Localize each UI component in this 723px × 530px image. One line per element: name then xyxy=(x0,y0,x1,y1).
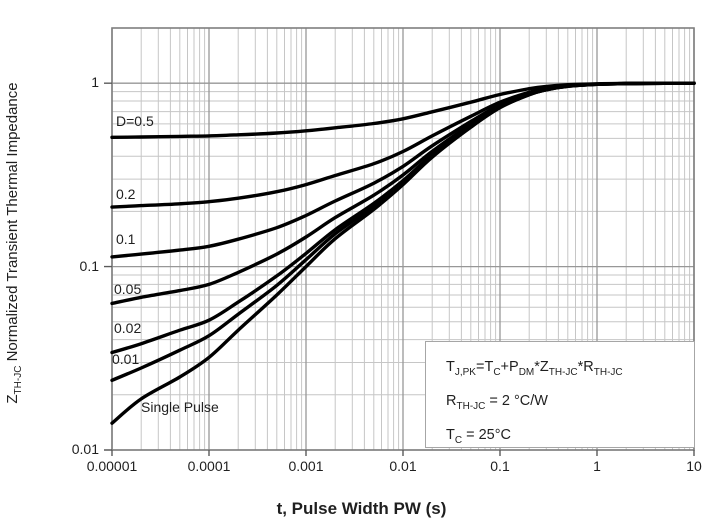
y-tick-label-0.1: 0.1 xyxy=(79,257,99,274)
subscript-text: C xyxy=(454,435,463,446)
x-tick-label-0.1: 0.1 xyxy=(490,458,510,474)
x-tick-label-10: 10 xyxy=(686,458,702,474)
subscript-text: TH-JC xyxy=(13,365,24,395)
curve-label-d-0.5: D=0.5 xyxy=(116,113,154,129)
subscript-text: TH-JC xyxy=(548,367,578,378)
text-run: =T xyxy=(475,359,494,375)
text-run: R xyxy=(446,393,457,409)
text-run: T xyxy=(446,359,455,375)
subscript-text: DM xyxy=(518,367,535,378)
y-axis-title: ZTH-JC Normalized Transient Thermal Impe… xyxy=(4,6,24,480)
text-run: = 25°C xyxy=(462,427,512,443)
subscript-text: TH-JC xyxy=(593,367,623,378)
curve-label-0.05: 0.05 xyxy=(114,281,142,297)
y-tick-label-1: 1 xyxy=(91,74,99,91)
text-run: Normalized Transient Thermal Impedance xyxy=(4,82,21,366)
curve-label-single-pulse: Single Pulse xyxy=(141,399,219,415)
text-run: *R xyxy=(577,359,594,375)
x-tick-label-0.0001: 0.0001 xyxy=(187,458,231,474)
x-axis-title: t, Pulse Width PW (s) xyxy=(276,499,447,518)
x-tick-label-0.01: 0.01 xyxy=(389,458,417,474)
subscript-text: J,PK xyxy=(454,367,476,378)
curve-label-0.02: 0.02 xyxy=(114,320,142,336)
y-tick-label-0.01: 0.01 xyxy=(71,441,99,457)
x-tick-label-0.00001: 0.00001 xyxy=(86,458,138,474)
conditions-box: TJ,PK=TC+PDM*ZTH-JC*RTH-JC RTH-JC = 2 °C… xyxy=(425,341,695,448)
x-tick-label-1: 1 xyxy=(593,458,601,474)
condition-line-formula: TJ,PK=TC+PDM*ZTH-JC*RTH-JC xyxy=(446,353,694,387)
curve-label-0.01: 0.01 xyxy=(112,351,140,367)
text-run: *Z xyxy=(534,359,549,375)
curve-label-0.1: 0.1 xyxy=(116,231,136,247)
condition-line-rthjc: RTH-JC = 2 °C/W xyxy=(446,387,694,421)
subscript-text: TH-JC xyxy=(456,401,486,412)
text-run: = 2 °C/W xyxy=(485,393,548,409)
text-run: T xyxy=(446,427,455,443)
x-tick-label-0.001: 0.001 xyxy=(288,458,324,474)
subscript-text: C xyxy=(493,367,501,378)
text-run: Z xyxy=(4,394,21,404)
axis-tick-marks xyxy=(104,82,695,456)
curve-single-pulse xyxy=(110,81,696,425)
text-run: +P xyxy=(500,359,519,375)
curve-label-0.2: 0.2 xyxy=(116,186,136,202)
condition-line-tc: TC = 25°C xyxy=(446,421,694,455)
